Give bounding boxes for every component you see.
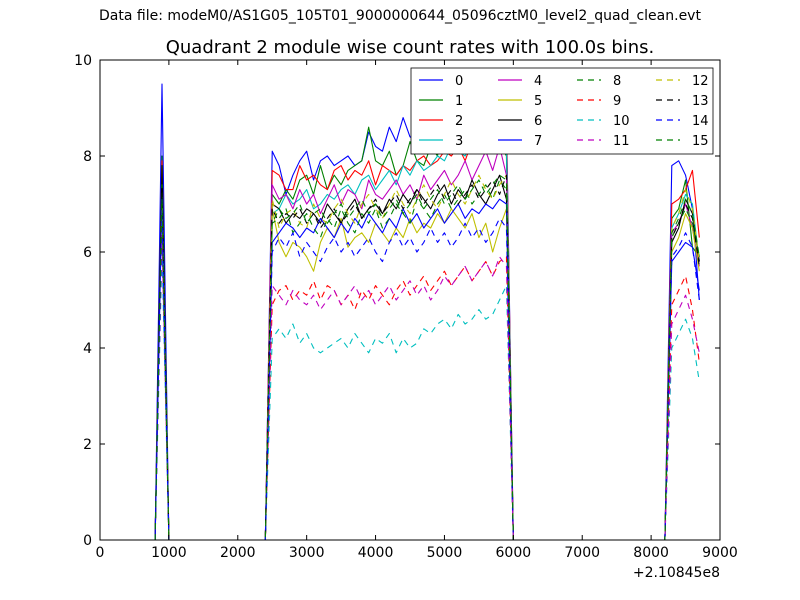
- series-line-5: [100, 179, 700, 540]
- series-line-14: [100, 213, 700, 540]
- series-line-12: [100, 174, 700, 540]
- legend-label-5: 5: [534, 94, 542, 109]
- x-tick-label: 2000: [220, 545, 256, 561]
- legend-label-13: 13: [692, 94, 709, 109]
- series-line-15: [100, 174, 700, 540]
- x-offset-label: +2.10845e8: [633, 565, 720, 581]
- legend-label-8: 8: [613, 74, 621, 89]
- x-tick-label: 8000: [633, 545, 669, 561]
- series-line-7: [100, 193, 700, 540]
- legend-label-1: 1: [455, 94, 463, 109]
- legend-label-14: 14: [692, 114, 709, 129]
- legend-label-9: 9: [613, 94, 621, 109]
- figure-suptitle: Data file: modeM0/AS1G05_105T01_90000006…: [99, 8, 701, 24]
- series-line-9: [100, 227, 700, 540]
- legend-label-4: 4: [534, 74, 542, 89]
- series-line-2: [100, 121, 700, 540]
- x-tick-label: 6000: [496, 545, 532, 561]
- x-tick-label: 1000: [151, 545, 187, 561]
- x-tick-label: 9000: [702, 545, 738, 561]
- series-line-3: [100, 131, 700, 540]
- y-tick-label: 4: [83, 341, 92, 357]
- y-tick-label: 8: [83, 149, 92, 165]
- legend-label-6: 6: [534, 114, 542, 129]
- y-tick-label: 2: [83, 437, 92, 453]
- legend-label-10: 10: [613, 114, 630, 129]
- y-tick-label: 0: [83, 533, 92, 549]
- y-tick-label: 6: [83, 245, 92, 261]
- axes-frame: [99, 59, 721, 541]
- chart-title: Quadrant 2 module wise count rates with …: [166, 37, 655, 58]
- legend-label-7: 7: [534, 134, 542, 149]
- x-tick-label: 0: [96, 545, 105, 561]
- series-line-10: [100, 251, 700, 540]
- x-tick-label: 7000: [564, 545, 600, 561]
- y-tick-label: 10: [74, 53, 92, 69]
- series-line-13: [100, 174, 700, 540]
- series-line-1: [100, 93, 700, 540]
- series-line-8: [100, 179, 700, 540]
- legend-box: [410, 67, 714, 155]
- legend-label-0: 0: [455, 74, 463, 89]
- series-line-6: [100, 165, 700, 540]
- x-tick-label: 5000: [427, 545, 463, 561]
- legend-label-12: 12: [692, 74, 709, 89]
- legend-label-3: 3: [455, 134, 463, 149]
- legend-label-15: 15: [692, 134, 709, 149]
- x-tick-label: 4000: [358, 545, 394, 561]
- legend-label-11: 11: [613, 134, 630, 149]
- legend-label-2: 2: [455, 114, 463, 129]
- series-line-4: [100, 145, 700, 540]
- series-line-11: [100, 237, 700, 540]
- x-tick-label: 3000: [289, 545, 325, 561]
